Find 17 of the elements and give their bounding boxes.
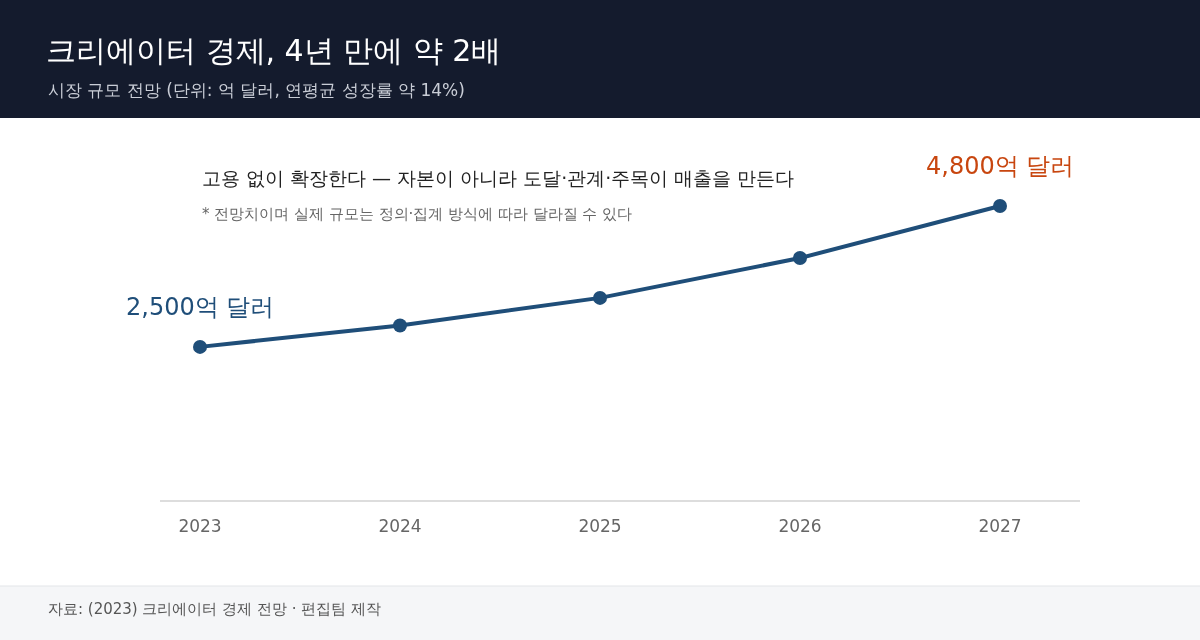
x-tick-label: 2024 [378, 516, 422, 537]
annotation: * 전망치이며 실제 규모는 정의·집계 방식에 따라 달라질 수 있다 [202, 205, 633, 223]
chart-subtitle: 시장 규모 전망 (단위: 억 달러, 연평균 성장률 약 14%) [48, 80, 465, 100]
point [593, 290, 607, 305]
point [793, 251, 807, 266]
x-tick-label: 2023 [178, 516, 222, 537]
chart-title: 크리에이터 경제, 4년 만에 약 2배 [46, 32, 502, 68]
point [193, 339, 207, 354]
x-tick-label: 2025 [578, 516, 622, 537]
x-tick-label: 2026 [778, 516, 822, 537]
data-label: 2,500억 달러 [126, 293, 275, 321]
text: 고용 없이 확장한다 — 자본이 아니라 도달·관계·주목이 매출을 만든다 [202, 167, 795, 189]
point [993, 199, 1007, 213]
x-tick-label: 2027 [978, 516, 1022, 537]
point [393, 318, 407, 333]
text: 자료: (2023) 크리에이터 경제 전망 · 편집팀 제작 [48, 600, 382, 618]
data-label: 4,800억 달러 [926, 152, 1075, 180]
